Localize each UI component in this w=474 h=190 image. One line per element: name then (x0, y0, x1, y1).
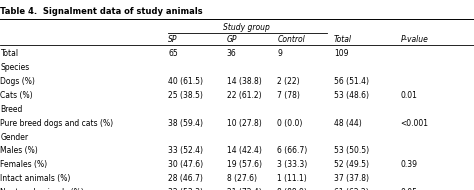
Text: Neutered animals (%): Neutered animals (%) (0, 188, 84, 190)
Text: Pure breed dogs and cats (%): Pure breed dogs and cats (%) (0, 119, 114, 128)
Text: Total: Total (0, 49, 18, 58)
Text: Total: Total (334, 35, 352, 44)
Text: 7 (78): 7 (78) (277, 91, 300, 100)
Text: 48 (44): 48 (44) (334, 119, 362, 128)
Text: 0.39: 0.39 (401, 160, 418, 169)
Text: 37 (37.8): 37 (37.8) (334, 174, 369, 183)
Text: 53 (50.5): 53 (50.5) (334, 146, 369, 155)
Text: SP: SP (168, 35, 178, 44)
Text: 65: 65 (168, 49, 178, 58)
Text: 30 (47.6): 30 (47.6) (168, 160, 203, 169)
Text: 14 (42.4): 14 (42.4) (227, 146, 262, 155)
Text: 109: 109 (334, 49, 349, 58)
Text: Males (%): Males (%) (0, 146, 38, 155)
Text: P-value: P-value (401, 35, 428, 44)
Text: Table 4.  Signalment data of study animals: Table 4. Signalment data of study animal… (0, 7, 203, 16)
Text: 8 (27.6): 8 (27.6) (227, 174, 256, 183)
Text: 0.05: 0.05 (401, 188, 418, 190)
Text: 0.01: 0.01 (401, 91, 418, 100)
Text: GP: GP (227, 35, 237, 44)
Text: Gender: Gender (0, 133, 28, 142)
Text: 32 (53.3): 32 (53.3) (168, 188, 203, 190)
Text: 19 (57.6): 19 (57.6) (227, 160, 262, 169)
Text: 9: 9 (277, 49, 282, 58)
Text: 14 (38.8): 14 (38.8) (227, 77, 261, 86)
Text: 2 (22): 2 (22) (277, 77, 300, 86)
Text: 61 (62.2): 61 (62.2) (334, 188, 369, 190)
Text: <0.001: <0.001 (401, 119, 428, 128)
Text: Breed: Breed (0, 105, 23, 114)
Text: 6 (66.7): 6 (66.7) (277, 146, 308, 155)
Text: 10 (27.8): 10 (27.8) (227, 119, 261, 128)
Text: 22 (61.2): 22 (61.2) (227, 91, 261, 100)
Text: 28 (46.7): 28 (46.7) (168, 174, 203, 183)
Text: 38 (59.4): 38 (59.4) (168, 119, 203, 128)
Text: 33 (52.4): 33 (52.4) (168, 146, 203, 155)
Text: Species: Species (0, 63, 30, 72)
Text: 25 (38.5): 25 (38.5) (168, 91, 203, 100)
Text: 21 (72.4): 21 (72.4) (227, 188, 261, 190)
Text: 3 (33.3): 3 (33.3) (277, 160, 308, 169)
Text: 40 (61.5): 40 (61.5) (168, 77, 203, 86)
Text: 0 (0.0): 0 (0.0) (277, 119, 303, 128)
Text: 56 (51.4): 56 (51.4) (334, 77, 369, 86)
Text: Females (%): Females (%) (0, 160, 47, 169)
Text: 53 (48.6): 53 (48.6) (334, 91, 369, 100)
Text: 52 (49.5): 52 (49.5) (334, 160, 369, 169)
Text: Control: Control (277, 35, 305, 44)
Text: 1 (11.1): 1 (11.1) (277, 174, 307, 183)
Text: 36: 36 (227, 49, 237, 58)
Text: Study group: Study group (223, 23, 270, 32)
Text: Cats (%): Cats (%) (0, 91, 33, 100)
Text: Intact animals (%): Intact animals (%) (0, 174, 71, 183)
Text: 8 (88.9): 8 (88.9) (277, 188, 307, 190)
Text: Dogs (%): Dogs (%) (0, 77, 36, 86)
